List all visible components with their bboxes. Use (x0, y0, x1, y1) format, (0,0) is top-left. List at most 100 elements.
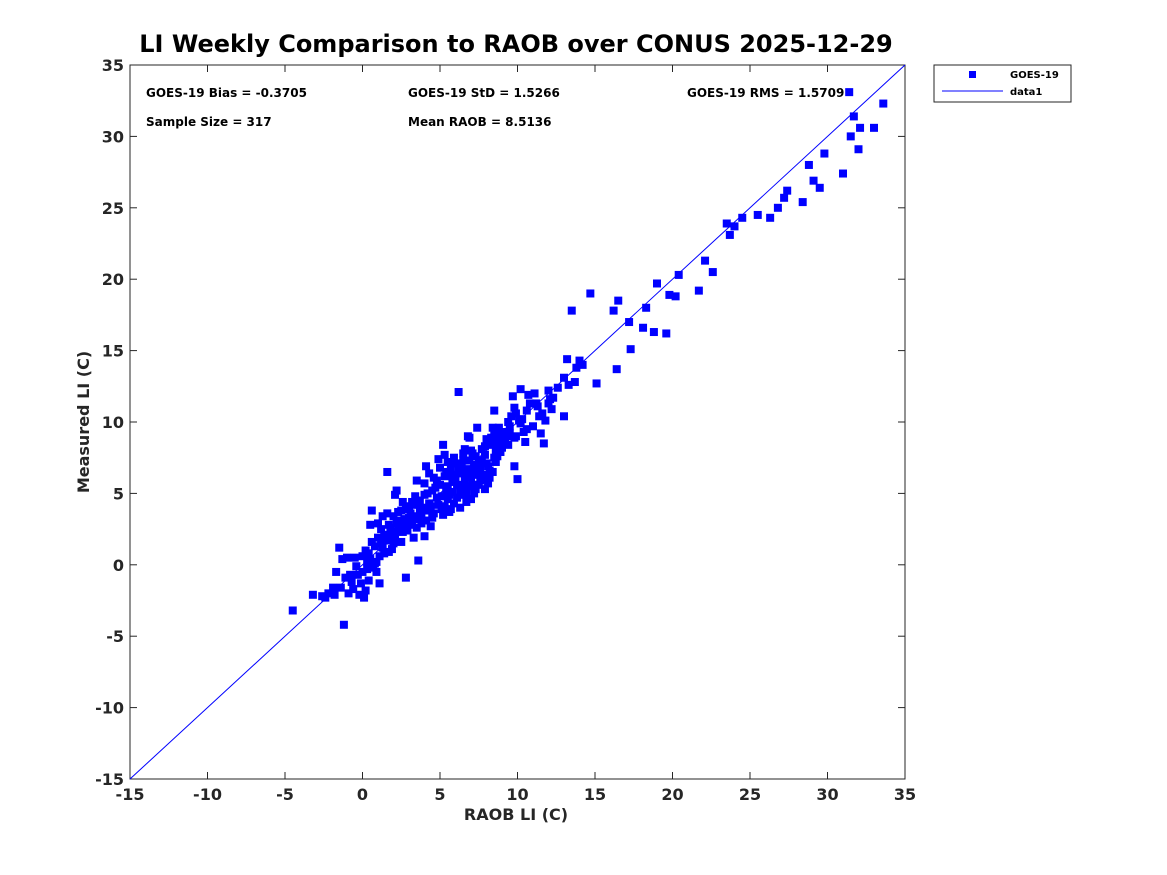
scatter-point (400, 515, 409, 524)
scatter-point (364, 576, 373, 585)
scatter-point (439, 510, 448, 519)
x-axis-label: RAOB LI (C) (464, 805, 568, 824)
legend: GOES-19 data1 (933, 64, 1072, 103)
scatter-point (564, 380, 573, 389)
scatter-point (434, 455, 443, 464)
scatter-point (391, 490, 400, 499)
scatter-point (480, 450, 489, 459)
scatter-point (560, 373, 568, 382)
scatter-point (510, 403, 519, 412)
scatter-points (288, 88, 888, 629)
stat-sample-size: Sample Size = 317 (146, 115, 272, 129)
scatter-point (570, 378, 579, 387)
scatter-point (409, 533, 418, 542)
scatter-point (453, 493, 462, 502)
scatter-point (488, 423, 497, 432)
y-tick-label: -5 (106, 627, 124, 646)
scatter-point (738, 213, 747, 222)
scatter-point (401, 573, 410, 582)
scatter-point (449, 499, 458, 508)
scatter-point (436, 480, 444, 489)
scatter-point (642, 303, 651, 312)
scatter-point (653, 279, 661, 288)
scatter-point (377, 539, 386, 548)
scatter-point (662, 329, 671, 338)
scatter-point (412, 476, 421, 485)
scatter-point (567, 306, 576, 315)
scatter-point (477, 445, 486, 454)
scatter-point (415, 496, 424, 505)
scatter-point (479, 470, 488, 479)
scatter-point (490, 453, 499, 462)
scatter-point (809, 176, 818, 185)
stat-std: GOES-19 StD = 1.5266 (408, 86, 560, 100)
scatter-point (449, 453, 458, 462)
scatter-point (363, 557, 372, 566)
scatter-point (392, 519, 401, 528)
scatter-point (397, 537, 406, 546)
scatter-point (496, 447, 505, 456)
scatter-point (411, 492, 420, 501)
scatter-point (465, 433, 474, 442)
scatter-point (352, 562, 361, 571)
scatter-point (383, 509, 392, 518)
scatter-point (422, 462, 431, 471)
scatter-point (378, 543, 387, 552)
scatter-point (443, 482, 452, 491)
scatter-point (499, 436, 508, 445)
scatter-point (539, 439, 548, 448)
scatter-point (470, 460, 479, 469)
scatter-point (442, 486, 451, 495)
scatter-point (845, 88, 854, 97)
y-axis-label: Measured LI (C) (74, 351, 93, 493)
scatter-point (513, 475, 522, 484)
scatter-point (798, 198, 807, 207)
scatter-point (473, 423, 482, 432)
scatter-point (412, 523, 421, 532)
scatter-point (462, 487, 471, 496)
scatter-point (339, 620, 348, 629)
scatter-point (479, 475, 488, 484)
y-tick-label: 25 (102, 199, 124, 218)
scatter-point (572, 363, 581, 372)
scatter-point (780, 193, 789, 202)
scatter-point (467, 446, 475, 455)
scatter-point (563, 355, 572, 364)
scatter-point (341, 573, 350, 582)
scatter-point (508, 392, 517, 401)
scatter-point (414, 512, 423, 521)
scatter-point (335, 543, 344, 552)
scatter-point (541, 416, 550, 425)
scatter-point (409, 515, 418, 524)
scatter-point (484, 479, 493, 488)
scatter-point (358, 567, 367, 576)
x-tick-label: -5 (276, 785, 294, 804)
x-tick-label: 25 (739, 785, 761, 804)
y-tick-label: 30 (102, 127, 124, 146)
scatter-point (338, 555, 347, 564)
scatter-point (440, 472, 449, 481)
scatter-point (454, 388, 463, 397)
scatter-point (408, 520, 417, 529)
scatter-point (403, 526, 412, 535)
scatter-point (879, 99, 888, 108)
scatter-point (383, 536, 392, 545)
scatter-point (465, 456, 474, 465)
x-tick-label: 35 (894, 785, 916, 804)
y-tick-label: 35 (102, 56, 124, 75)
scatter-point (815, 183, 824, 192)
scatter-point (343, 553, 351, 562)
scatter-point (420, 479, 429, 488)
scatter-point (849, 112, 858, 121)
scatter-point (440, 502, 449, 511)
scatter-point (372, 567, 381, 576)
scatter-point (476, 463, 485, 472)
scatter-point (510, 462, 519, 471)
stat-rms: GOES-19 RMS = 1.5709 (687, 86, 844, 100)
scatter-point (625, 318, 634, 327)
legend-label-data1: data1 (1010, 87, 1042, 98)
scatter-point (586, 289, 595, 298)
scatter-point (429, 509, 438, 518)
scatter-point (490, 430, 499, 439)
scatter-point (530, 389, 539, 398)
